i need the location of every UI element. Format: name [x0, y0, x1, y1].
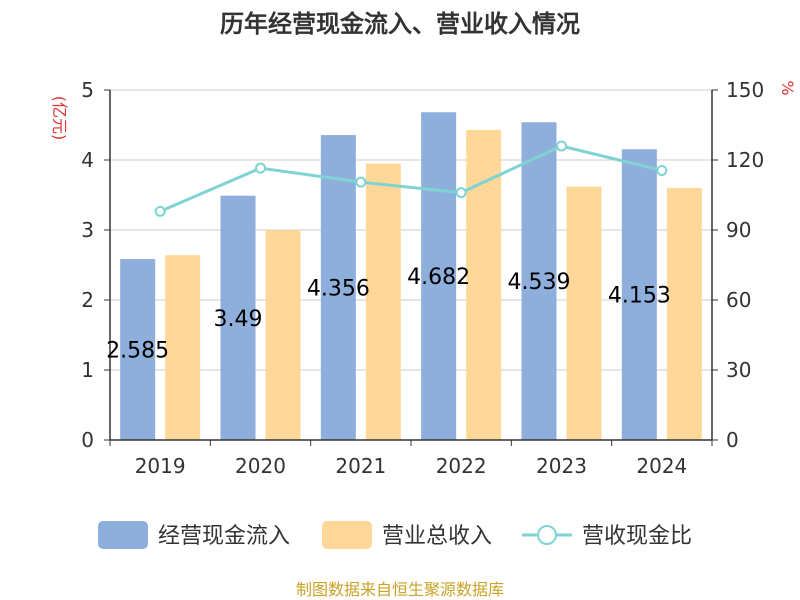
- right-tick-label: 90: [726, 218, 751, 242]
- x-tick-label: 2021: [335, 454, 386, 478]
- bar-value-label: 3.49: [214, 307, 263, 332]
- bar-total-revenue: [566, 186, 602, 440]
- right-tick-label: 0: [726, 428, 739, 452]
- x-tick-label: 2019: [135, 454, 186, 478]
- ratio-point: [656, 165, 668, 176]
- bar-cash-inflow: [521, 122, 557, 441]
- right-tick-label: 30: [726, 358, 751, 382]
- bar-cash-inflow: [120, 259, 156, 440]
- left-axis-unit: (亿元): [50, 96, 69, 141]
- legend-label-total-revenue: 营业总收入: [382, 524, 492, 549]
- right-axis-unit: %: [778, 80, 797, 95]
- bar-value-label: 4.682: [407, 265, 470, 290]
- x-tick-label: 2022: [436, 454, 487, 478]
- bar-total-revenue: [365, 163, 401, 440]
- left-tick-label: 1: [81, 358, 94, 382]
- ratio-point: [355, 176, 367, 188]
- right-tick-label: 60: [726, 288, 751, 312]
- x-tick-label: 2024: [636, 454, 687, 478]
- x-tick-label: 2023: [536, 454, 587, 478]
- ratio-point: [255, 162, 266, 174]
- bar-value-label: 2.585: [106, 339, 169, 364]
- chart-title: 历年经营现金流入、营业收入情况: [220, 10, 580, 38]
- bar-total-revenue: [666, 188, 702, 440]
- left-tick-label: 0: [81, 428, 94, 452]
- legend-swatch-total-revenue: [322, 521, 372, 549]
- bar-value-label: 4.153: [608, 284, 671, 309]
- ratio-line-path: [159, 144, 663, 213]
- grid-lines: [110, 89, 712, 371]
- source-note: 制图数据来自恒生聚源数据库: [296, 580, 504, 599]
- bars: [120, 112, 702, 441]
- left-tick-label: 5: [81, 78, 94, 102]
- left-tick-label: 4: [81, 148, 94, 172]
- x-tick-label: 2020: [235, 454, 286, 478]
- bar-cash-inflow: [621, 149, 657, 441]
- legend-marker-ratio: [537, 525, 557, 545]
- ratio-line: [154, 140, 668, 217]
- ratio-point: [455, 187, 467, 199]
- bar-cash-inflow: [320, 135, 356, 440]
- bar-value-label: 4.356: [307, 277, 370, 302]
- legend-swatch-cash-inflow: [98, 521, 148, 549]
- bar-total-revenue: [265, 230, 301, 440]
- right-tick-label: 150: [726, 78, 764, 102]
- legend-label-ratio: 营收现金比: [582, 524, 692, 549]
- legend: 经营现金流入 营业总收入 营收现金比: [98, 521, 692, 549]
- bar-labels: 2.585 3.49 4.356 4.682 4.539 4.153: [106, 265, 671, 363]
- ratio-point: [556, 140, 567, 152]
- bar-cash-inflow: [220, 195, 256, 440]
- left-tick-label: 2: [81, 288, 94, 312]
- bar-value-label: 4.539: [508, 270, 571, 295]
- ratio-point: [154, 205, 166, 217]
- axes: 0 0 1 30 2 60 3 90 4 120 5 150 2019 2020 2021 2022 2023 2…: [81, 78, 764, 478]
- right-tick-label: 120: [726, 148, 764, 172]
- legend-label-cash-inflow: 经营现金流入: [158, 524, 290, 549]
- left-tick-label: 3: [81, 218, 94, 242]
- bar-total-revenue: [165, 255, 201, 440]
- bar-cash-inflow: [421, 112, 457, 440]
